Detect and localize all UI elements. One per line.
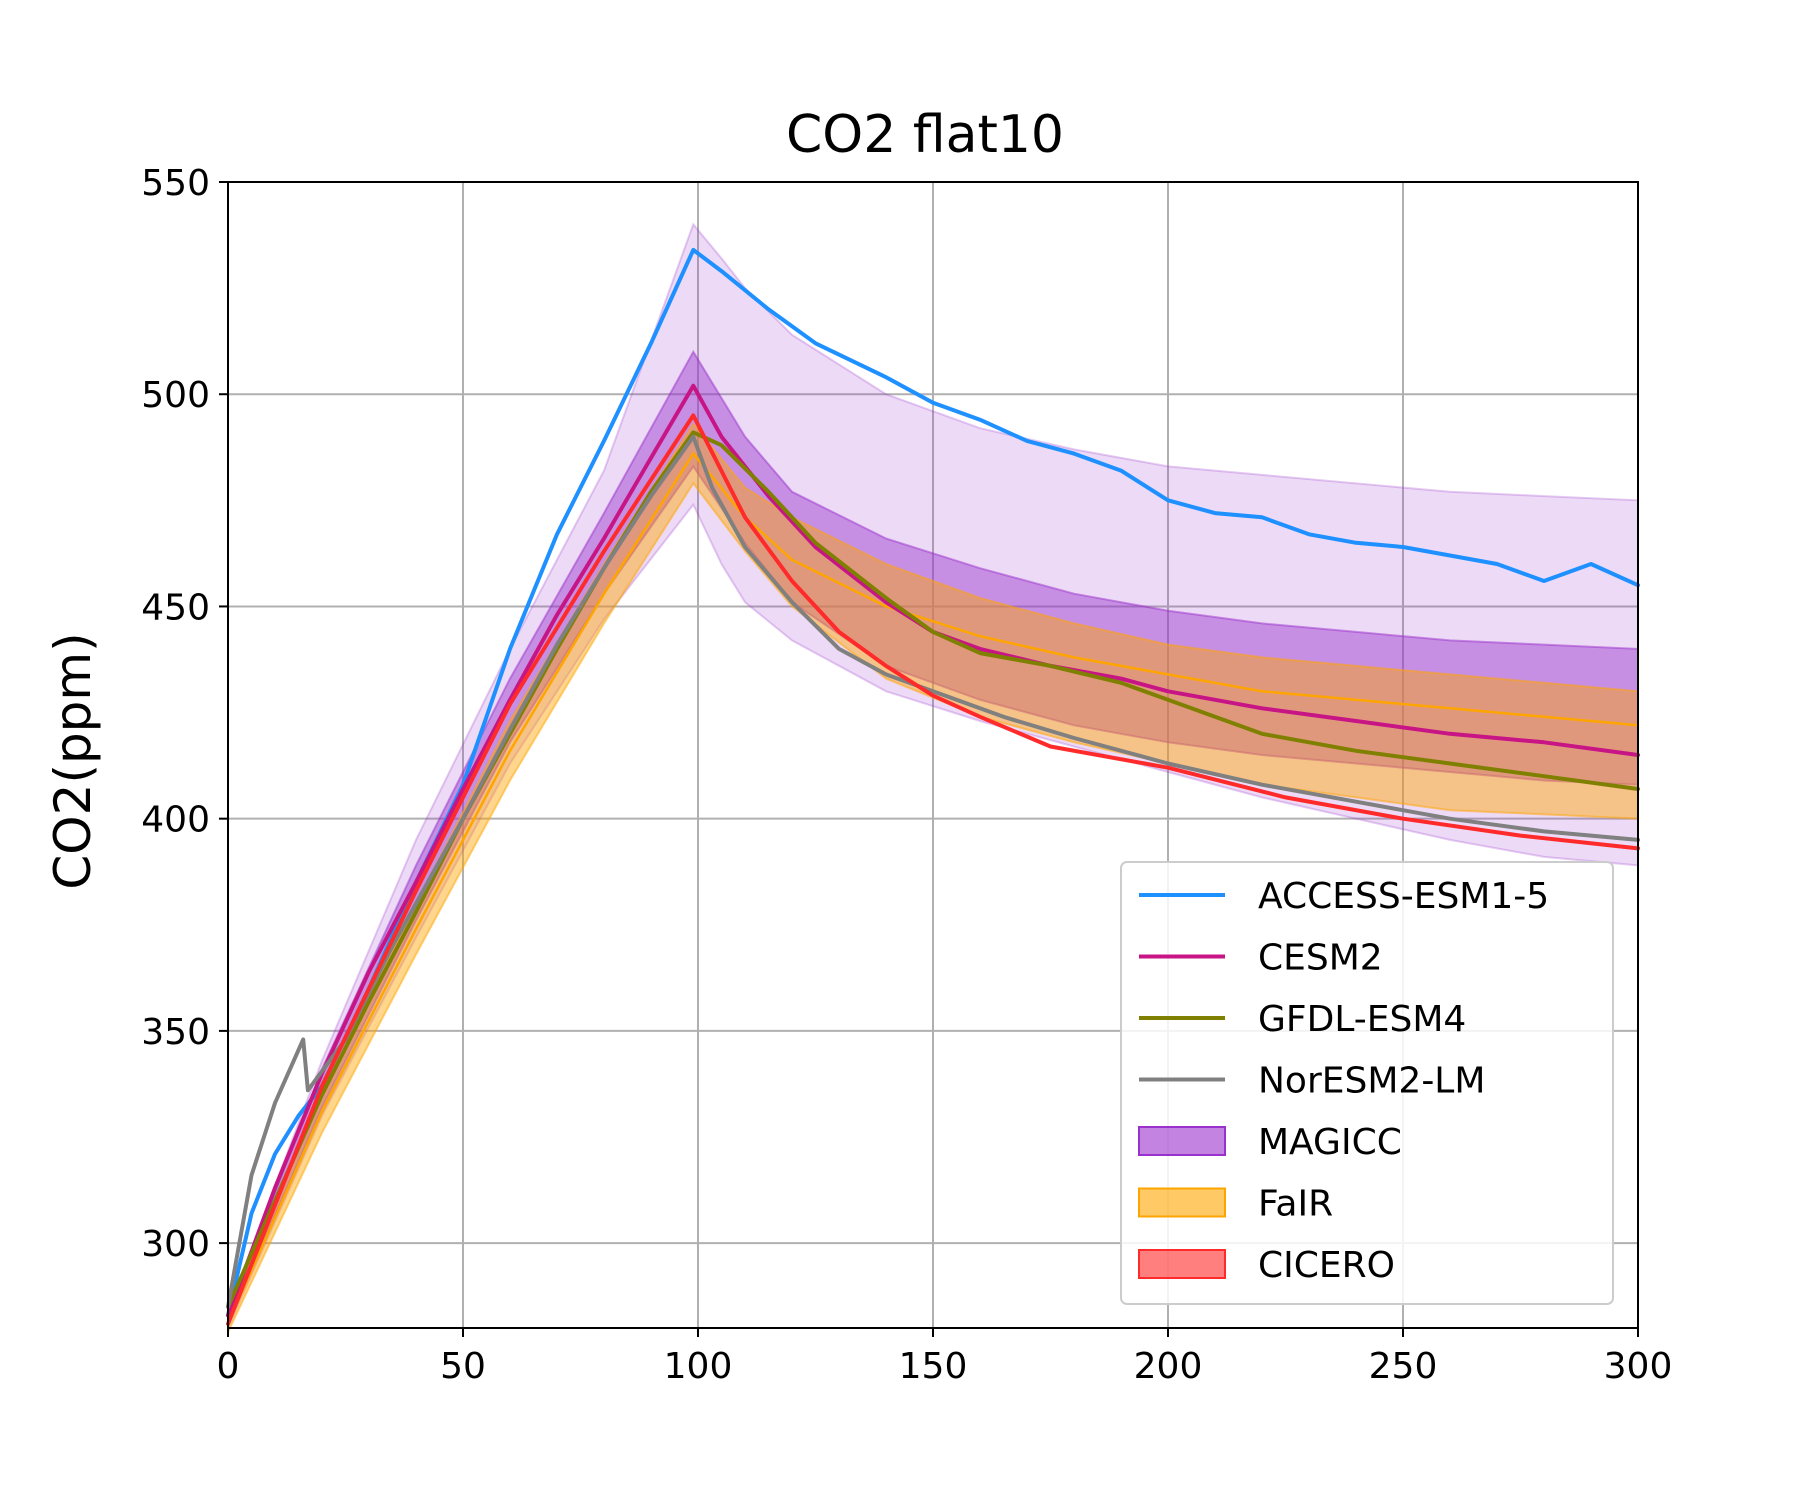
legend-swatch (1138, 1249, 1226, 1279)
y-tick-label: 400 (141, 800, 210, 841)
axis-ticks: 0 50 100 150 200 250 300 300 350 400 450 500 550 (141, 163, 1672, 1387)
x-tick-label: 250 (1369, 1346, 1438, 1387)
y-tick-label: 500 (141, 375, 210, 416)
legend-label: FaIR (1258, 1184, 1333, 1225)
x-tick-label: 100 (664, 1346, 733, 1387)
legend-box (1120, 861, 1614, 1305)
x-tick-label: 0 (217, 1346, 240, 1387)
legend-label: CICERO (1258, 1245, 1395, 1286)
x-tick-label: 300 (1604, 1346, 1673, 1387)
chart-title: CO2 flat10 (786, 105, 1064, 165)
y-tick-label: 550 (141, 163, 210, 204)
legend-swatch (1138, 1126, 1226, 1156)
series-line-gfdl-esm4 (226, 430, 1640, 1309)
series-lines (226, 247, 1640, 1326)
legend-swatch (1138, 1187, 1226, 1218)
series-line-fair (226, 452, 1640, 1326)
series-line-cesm2 (226, 383, 1640, 1318)
x-tick-label: 150 (899, 1346, 968, 1387)
legend: ACCESS-ESM1-5 CESM2 GFDL-ESM4 NorESM2-LM MAG… (1120, 861, 1614, 1305)
y-tick-label: 450 (141, 587, 210, 628)
legend-label: NorESM2-LM (1258, 1061, 1485, 1102)
x-tick-label: 200 (1134, 1346, 1203, 1387)
y-axis-label: CO2(ppm) (44, 632, 102, 889)
x-tick-label: 50 (440, 1346, 486, 1387)
legend-label: MAGICC (1258, 1122, 1402, 1163)
series-line-noresm2-lm (226, 434, 1640, 1309)
legend-label: CESM2 (1258, 938, 1383, 979)
series-line-cicero (226, 413, 1640, 1326)
y-tick-label: 300 (141, 1224, 210, 1265)
legend-label: ACCESS-ESM1-5 (1258, 876, 1549, 917)
legend-label: GFDL-ESM4 (1258, 999, 1466, 1040)
y-tick-label: 350 (141, 1012, 210, 1053)
